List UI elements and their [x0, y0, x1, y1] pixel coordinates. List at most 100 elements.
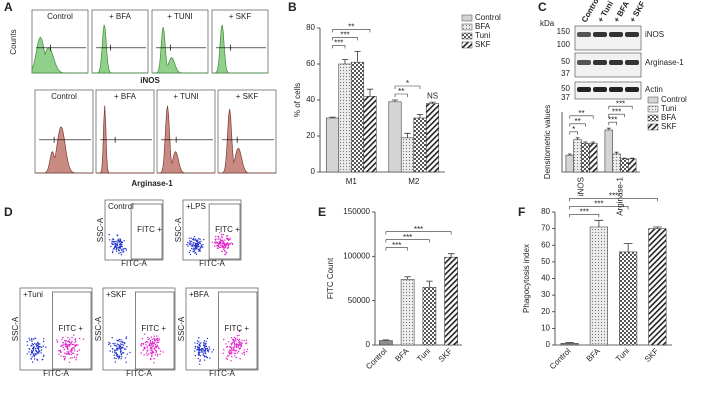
histogram-label: + BFA [114, 92, 137, 101]
cytometry-event [235, 340, 237, 342]
x-tick-label: iNOS [577, 177, 586, 196]
cytometry-event [118, 356, 121, 359]
cytometry-event [204, 345, 206, 347]
cytometry-event [231, 243, 234, 245]
y-tick-label: 60 [306, 59, 315, 68]
cytometry-event [189, 242, 191, 244]
cytometry-event [224, 251, 226, 253]
cytometry-event [109, 342, 111, 345]
cytometry-event [149, 341, 152, 343]
cytometry-event [201, 351, 204, 353]
significance-bracket [385, 247, 408, 251]
error-bar [416, 114, 424, 118]
cytometry-event [226, 251, 228, 254]
cytometry-event [75, 359, 77, 361]
cytometry-event [190, 245, 192, 247]
cytometry-event [37, 343, 40, 345]
cytometry-event [222, 233, 224, 236]
cytometry-event [203, 342, 205, 345]
axis-label: FITC-A [199, 259, 225, 268]
histogram-label: + SKF [236, 92, 259, 101]
cytometry-event [121, 353, 123, 355]
y-tick-label: 40 [541, 274, 550, 283]
cytometry-event [113, 243, 115, 245]
histogram-curve [157, 105, 215, 174]
cytometry-event [225, 237, 228, 239]
cytometry-event [43, 338, 45, 340]
cytometry-event [67, 343, 70, 346]
panel-label: C [538, 0, 547, 14]
cytometry-event [29, 339, 31, 341]
bar [422, 287, 437, 346]
cytometry-event [30, 354, 32, 356]
x-tick-label: M2 [408, 177, 420, 186]
legend-swatch [647, 123, 659, 131]
cytometry-event [41, 359, 43, 361]
cytometry-event [230, 360, 232, 362]
error-bar [622, 157, 627, 159]
cytometry-event [237, 352, 239, 354]
protein-label: Actin [645, 85, 663, 94]
cytometry-event [229, 349, 231, 352]
cytometry-event [31, 352, 34, 354]
marker-label: 150 [557, 27, 571, 36]
scatter-frame [182, 199, 242, 261]
cytometry-event [235, 345, 237, 347]
cytometry-event [115, 349, 117, 351]
error-bar [594, 219, 604, 227]
scatter-frame [185, 287, 259, 371]
cytometry-event [194, 239, 196, 241]
cytometry-event [199, 355, 202, 357]
cytometry-event [32, 349, 35, 351]
cytometry-event [149, 340, 152, 342]
cytometry-event [215, 238, 217, 240]
cytometry-event [243, 349, 245, 351]
cytometry-event [246, 348, 249, 350]
cytometry-event [151, 350, 153, 353]
cytometry-event [31, 361, 34, 363]
scatter-gate [130, 203, 163, 260]
cytometry-event [59, 350, 62, 353]
blot-band [593, 87, 607, 92]
cytometry-event [202, 244, 204, 246]
cytometry-event [226, 235, 228, 237]
axis-label: SSC-A [96, 217, 105, 242]
cytometry-event [228, 352, 230, 354]
cytometry-event [150, 358, 152, 361]
cytometry-event [33, 346, 35, 348]
cytometry-event [113, 357, 115, 359]
cytometry-event [77, 344, 79, 346]
cytometry-event [199, 249, 201, 251]
cytometry-event [121, 356, 123, 358]
legend-swatch [461, 23, 473, 31]
cytometry-event [116, 245, 119, 247]
histogram-gate [100, 136, 152, 143]
marker-label: 50 [561, 84, 570, 93]
cytometry-event [205, 342, 207, 345]
cytometry-event [65, 340, 67, 342]
cytometry-event [240, 342, 243, 344]
cytometry-event [229, 237, 231, 240]
cytometry-event [151, 349, 153, 352]
cytometry-event [129, 351, 131, 354]
x-tick-label: Arginase-1 [616, 176, 625, 215]
significance-bracket [569, 206, 629, 210]
cytometry-event [148, 338, 150, 340]
cytometry-event [200, 342, 202, 344]
cytometry-event [239, 343, 242, 345]
cytometry-event [234, 352, 236, 355]
cytometry-event [223, 243, 225, 245]
cytometry-event [119, 239, 122, 241]
scatter-gate [208, 203, 241, 260]
cytometry-event [213, 241, 216, 244]
histogram-gate [222, 136, 274, 143]
bar [338, 63, 352, 173]
y-tick-label: 30 [541, 290, 550, 299]
scatter-gate [52, 291, 92, 370]
cytometry-event [114, 245, 116, 248]
cytometry-event [63, 358, 66, 360]
scatter-label: +LPS [186, 202, 206, 211]
cytometry-event [158, 348, 160, 350]
bar [581, 142, 590, 173]
